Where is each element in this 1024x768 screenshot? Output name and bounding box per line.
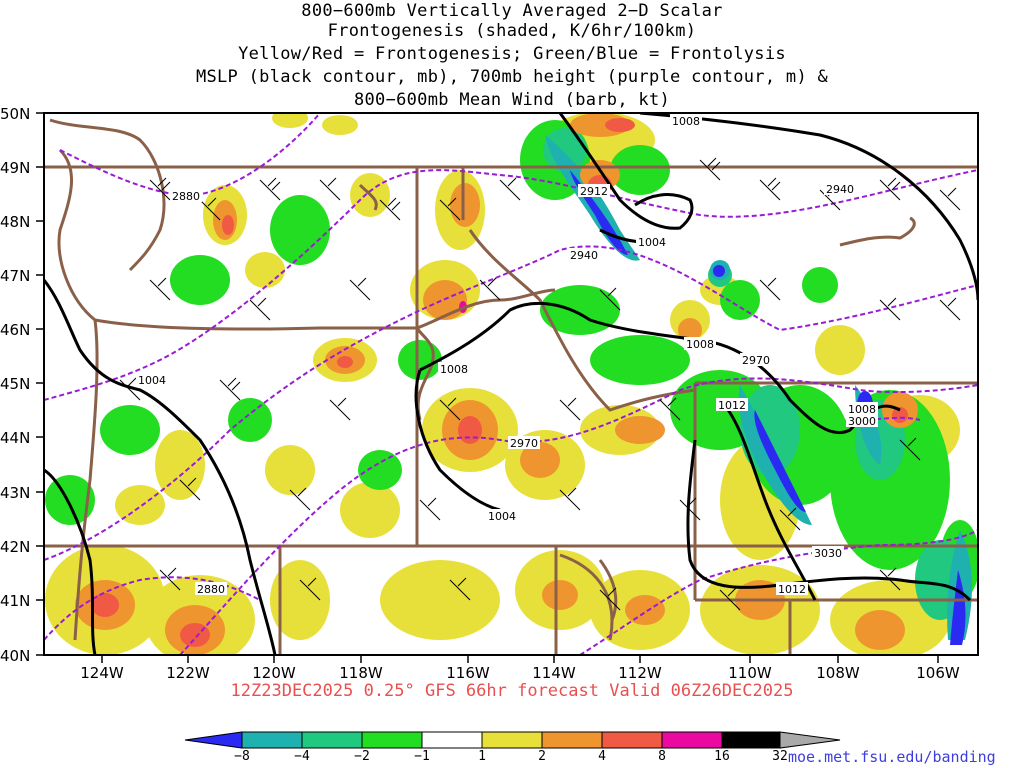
colorbar-bin [661, 731, 723, 749]
height-label: 2970 [510, 437, 538, 450]
mslp-label-group: 1008 1004 1004 1008 1008 1012 1008 1004 … [136, 114, 878, 596]
extra-label: 2912 [580, 185, 608, 198]
colorbar-tick: 16 [714, 749, 730, 764]
height-label: 2940 [826, 183, 854, 196]
colorbar-tick: −2 [354, 749, 370, 764]
lat-label: 45N [0, 375, 30, 393]
credit-link[interactable]: moe.met.fsu.edu/banding [788, 748, 996, 766]
lat-ticks [36, 112, 44, 656]
colorbar-bin [241, 731, 303, 749]
title-line-3: Yellow/Red = Frontogenesis; Green/Blue =… [238, 44, 786, 64]
height-contours [44, 113, 978, 655]
lat-label: 41N [0, 592, 30, 610]
lon-ticks [101, 655, 939, 663]
lon-label: 108W [816, 664, 860, 682]
colorbar-bin [541, 731, 603, 749]
lat-label: 48N [0, 213, 30, 231]
colorbar-bin [421, 731, 483, 749]
height-label: 2970 [742, 354, 770, 367]
title-line-1: 800−600mb Vertically Averaged 2−D Scalar [301, 1, 723, 21]
lon-label: 114W [532, 664, 576, 682]
lat-label: 46N [0, 321, 30, 339]
lat-labels: 50N 49N 48N 47N 46N 45N 44N 43N 42N 41N … [0, 105, 30, 665]
extra-label-bg [578, 184, 610, 197]
colorbar-bin [361, 731, 423, 749]
height-label: 2880 [197, 583, 225, 596]
height-label: 2940 [570, 249, 598, 262]
colorbar-left-arrow [184, 731, 243, 749]
mslp-label: 1012 [778, 583, 806, 596]
frontogenesis-shading [44, 113, 978, 655]
lon-label: 106W [916, 664, 960, 682]
colorbar-bin [301, 731, 363, 749]
mslp-label: 1004 [488, 510, 516, 523]
mslp-label: 1004 [638, 236, 666, 249]
height-label: 3030 [814, 547, 842, 560]
colorbar-tick: 1 [478, 749, 486, 764]
colorbar-bin [721, 731, 781, 749]
wind-barbs [119, 157, 961, 611]
colorbar-tick: 8 [658, 749, 666, 764]
title-line-5: 800−600mb Mean Wind (barb, kt) [353, 90, 671, 110]
mslp-label: 1008 [848, 403, 876, 416]
colorbar-tick: −4 [294, 749, 310, 764]
lat-label: 44N [0, 429, 30, 447]
colorbar-bin [601, 731, 663, 749]
colorbar: −8 −4 −2 −1 1 2 4 8 16 32 [184, 731, 841, 764]
colorbar-tick: 4 [598, 749, 606, 764]
height-label: 3000 [848, 415, 876, 428]
lon-label: 124W [80, 664, 124, 682]
colorbar-tick: 2 [538, 749, 546, 764]
colorbar-tick: 32 [772, 749, 788, 764]
lon-label: 122W [166, 664, 210, 682]
lon-label: 116W [446, 664, 490, 682]
title-line-2: Frontogenesis (shaded, K/6hr/100km) [327, 21, 697, 41]
state-borders [44, 148, 978, 655]
height-label-group: 2880 2940 2940 2970 2970 2880 3000 3030 [170, 182, 878, 596]
lon-label: 112W [618, 664, 662, 682]
lon-label: 120W [252, 664, 296, 682]
title-line-4: MSLP (black contour, mb), 700mb height (… [195, 67, 829, 87]
contour-labels: 1008 1004 1004 1008 1008 1012 1008 1004 … [136, 114, 878, 596]
lat-label: 43N [0, 484, 30, 502]
lat-label: 40N [0, 647, 30, 665]
colorbar-tick: −8 [234, 749, 250, 764]
colorbar-right-arrow [779, 731, 841, 749]
plot-frame [43, 112, 979, 656]
lat-label: 49N [0, 159, 30, 177]
lon-label: 110W [728, 664, 772, 682]
mslp-label: 1012 [718, 399, 746, 412]
coastline [49, 118, 916, 621]
mslp-label: 1008 [440, 363, 468, 376]
colorbar-bin [481, 731, 543, 749]
forecast-valid-text: 12Z23DEC2025 0.25° GFS 66hr forecast Val… [230, 681, 794, 701]
lat-label: 42N [0, 538, 30, 556]
mslp-label: 1008 [672, 115, 700, 128]
lat-label: 47N [0, 267, 30, 285]
lon-labels: 124W 122W 120W 118W 116W 114W 112W 110W … [80, 664, 960, 682]
mslp-label: 1008 [686, 338, 714, 351]
colorbar-tick: −1 [414, 749, 430, 764]
lat-label: 50N [0, 105, 30, 123]
height-label: 2880 [172, 190, 200, 203]
lon-label: 118W [339, 664, 383, 682]
mslp-label: 1004 [138, 374, 166, 387]
